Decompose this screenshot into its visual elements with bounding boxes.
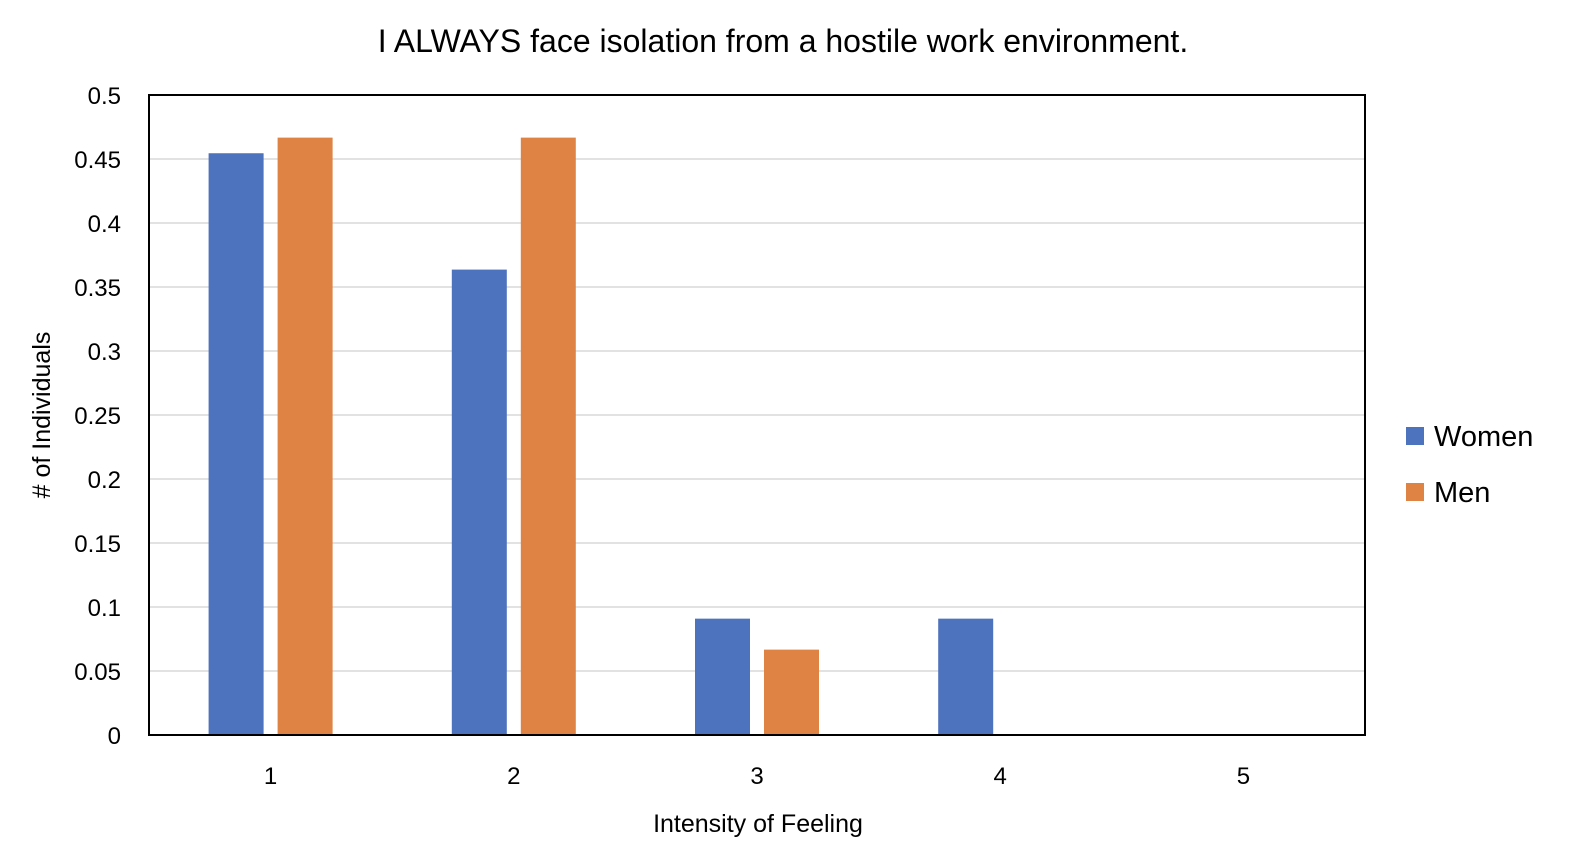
- bar-women-1: [208, 153, 264, 736]
- chart-title: I ALWAYS face isolation from a hostile w…: [378, 23, 1188, 59]
- legend: Women Men: [1406, 421, 1533, 509]
- y-tick-label: 0.45: [74, 147, 121, 174]
- y-tick-label: 0.2: [88, 467, 121, 494]
- gridlines: [149, 158, 1365, 672]
- x-tick-label: 4: [994, 763, 1007, 790]
- legend-label-men: Men: [1434, 477, 1490, 509]
- y-tick-label: 0: [108, 723, 121, 750]
- y-tick-label: 0.35: [74, 275, 121, 302]
- legend-swatch-men: [1406, 483, 1424, 501]
- legend-swatch-women: [1406, 427, 1424, 445]
- x-tick-label: 3: [750, 763, 763, 790]
- bar-men-1: [277, 137, 333, 735]
- y-tick-label: 0.3: [88, 339, 121, 366]
- x-tick-label: 5: [1237, 763, 1250, 790]
- y-tick-label: 0.4: [88, 211, 121, 238]
- y-tick-label: 0.25: [74, 403, 121, 430]
- x-tick-label: 1: [264, 763, 277, 790]
- bar-men-2: [520, 137, 576, 735]
- bar-women-4: [938, 618, 994, 735]
- bar-women-2: [451, 269, 507, 735]
- y-tick-label: 0.15: [74, 531, 121, 558]
- legend-label-women: Women: [1434, 421, 1533, 453]
- y-tick-label: 0.05: [74, 659, 121, 686]
- x-axis-label: Intensity of Feeling: [653, 810, 863, 838]
- bar-women-3: [695, 618, 750, 735]
- x-axis-ticks: 1 2 3 4 5: [264, 763, 1250, 790]
- y-axis-ticks: 0 0.05 0.1 0.15 0.2 0.25 0.3 0.35 0.4 0.45 0.5: [74, 83, 121, 750]
- y-axis-label: # of Individuals: [28, 332, 56, 499]
- bar-men-3: [764, 649, 819, 735]
- y-tick-label: 0.1: [88, 595, 121, 622]
- x-tick-label: 2: [507, 763, 520, 790]
- plot-frame: [148, 94, 1366, 736]
- bars: [208, 137, 994, 736]
- y-tick-label: 0.5: [88, 83, 121, 110]
